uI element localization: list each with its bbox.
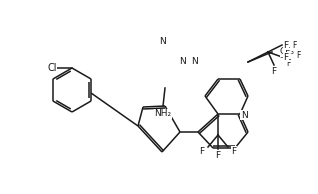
- Text: F: F: [296, 51, 300, 61]
- Text: NH₂: NH₂: [155, 109, 172, 119]
- Text: F: F: [283, 41, 288, 49]
- Text: N: N: [192, 57, 198, 67]
- Text: F: F: [283, 53, 288, 61]
- Text: N: N: [241, 111, 247, 120]
- Text: N: N: [159, 37, 165, 47]
- Text: F: F: [286, 59, 290, 68]
- Text: N: N: [179, 57, 185, 67]
- Text: F: F: [199, 146, 204, 156]
- Text: F: F: [215, 151, 221, 159]
- Text: F: F: [272, 68, 277, 76]
- Text: CF₃: CF₃: [280, 48, 295, 56]
- Text: F: F: [292, 42, 296, 50]
- Text: F: F: [232, 146, 237, 156]
- Text: Cl: Cl: [47, 63, 57, 73]
